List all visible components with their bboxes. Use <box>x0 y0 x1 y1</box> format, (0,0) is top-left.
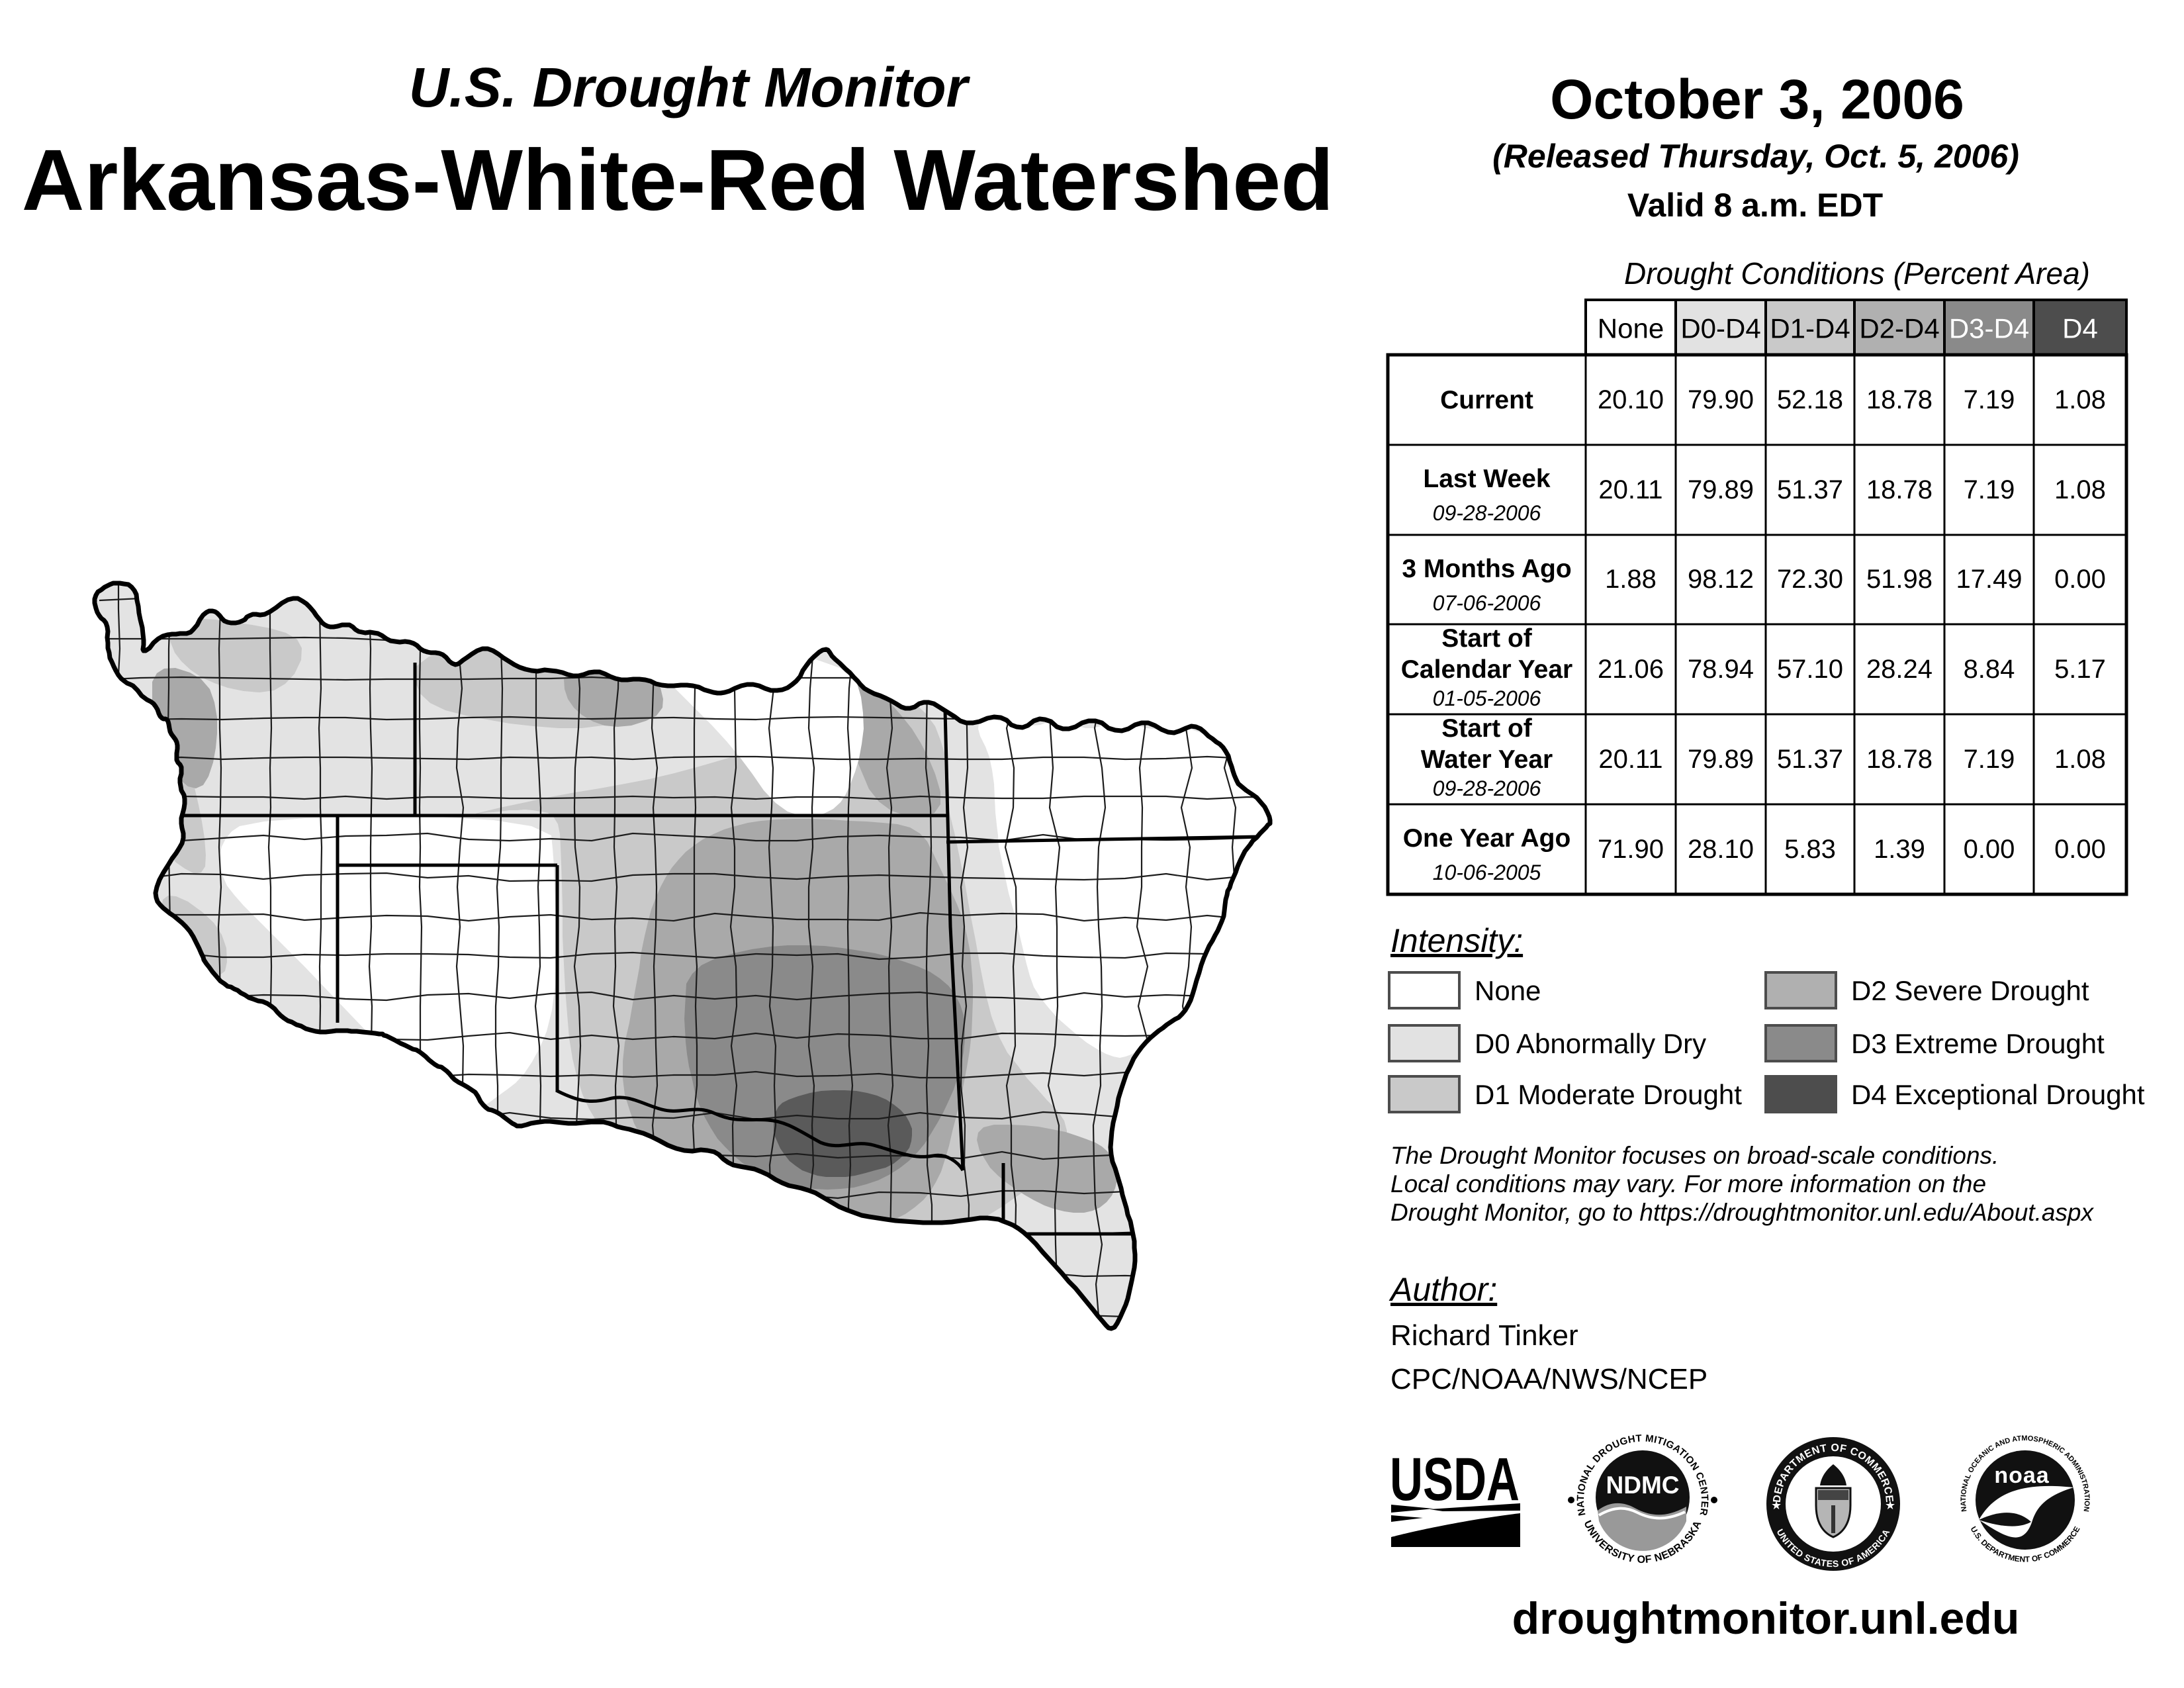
svg-text:Drought Conditions (Percent Ar: Drought Conditions (Percent Area) <box>1624 256 2090 291</box>
svg-text:Start of: Start of <box>1441 624 1533 653</box>
svg-text:October 3, 2006: October 3, 2006 <box>1550 68 1964 130</box>
svg-text:Local conditions may vary. For: Local conditions may vary. For more info… <box>1390 1170 1986 1197</box>
svg-text:Last Week: Last Week <box>1423 465 1551 493</box>
svg-text:7.19: 7.19 <box>1964 475 2015 504</box>
svg-text:3 Months Ago: 3 Months Ago <box>1402 555 1571 583</box>
svg-text:1.88: 1.88 <box>1605 565 1657 594</box>
svg-text:51.98: 51.98 <box>1866 565 1933 594</box>
svg-text:5.83: 5.83 <box>1784 835 1836 864</box>
svg-text:09-28-2006: 09-28-2006 <box>1433 776 1541 800</box>
svg-text:U.S. Drought Monitor: U.S. Drought Monitor <box>409 56 971 118</box>
svg-text:28.24: 28.24 <box>1866 655 1933 684</box>
svg-text:79.89: 79.89 <box>1688 745 1754 774</box>
svg-text:07-06-2006: 07-06-2006 <box>1433 591 1541 615</box>
svg-text:1.08: 1.08 <box>2054 475 2106 504</box>
svg-text:7.19: 7.19 <box>1964 745 2015 774</box>
svg-text:D1 Moderate Drought: D1 Moderate Drought <box>1475 1079 1742 1110</box>
svg-text:20.11: 20.11 <box>1598 475 1662 504</box>
svg-text:98.12: 98.12 <box>1688 565 1754 594</box>
svg-text:D1-D4: D1-D4 <box>1770 313 1850 344</box>
svg-text:D4 Exceptional Drought: D4 Exceptional Drought <box>1851 1079 2145 1110</box>
svg-text:D0-D4: D0-D4 <box>1680 313 1760 344</box>
svg-text:8.84: 8.84 <box>1964 655 2015 684</box>
svg-text:USDA: USDA <box>1390 1446 1520 1513</box>
svg-text:noaa: noaa <box>1994 1463 2049 1488</box>
svg-text:D2 Severe Drought: D2 Severe Drought <box>1851 975 2089 1006</box>
svg-text:Valid 8 a.m. EDT: Valid 8 a.m. EDT <box>1627 187 1883 224</box>
svg-text:★: ★ <box>1885 1499 1895 1512</box>
svg-text:0.00: 0.00 <box>1964 835 2015 864</box>
svg-text:The Drought Monitor focuses on: The Drought Monitor focuses on broad-sca… <box>1390 1142 1999 1169</box>
svg-text:D3 Extreme Drought: D3 Extreme Drought <box>1851 1028 2105 1059</box>
svg-text:Arkansas-White-Red Watershed: Arkansas-White-Red Watershed <box>22 131 1334 228</box>
svg-text:78.94: 78.94 <box>1688 655 1754 684</box>
svg-text:18.78: 18.78 <box>1866 475 1933 504</box>
svg-text:Drought Monitor, go to https:/: Drought Monitor, go to https://droughtmo… <box>1390 1199 2094 1226</box>
svg-text:21.06: 21.06 <box>1598 655 1664 684</box>
svg-text:None: None <box>1475 975 1541 1006</box>
svg-text:1.08: 1.08 <box>2054 385 2106 414</box>
svg-text:0.00: 0.00 <box>2054 835 2106 864</box>
svg-text:51.37: 51.37 <box>1777 745 1843 774</box>
svg-text:Start of: Start of <box>1441 714 1533 743</box>
svg-text:01-05-2006: 01-05-2006 <box>1433 686 1541 710</box>
svg-text:Intensity:: Intensity: <box>1390 922 1523 959</box>
svg-text:71.90: 71.90 <box>1598 835 1664 864</box>
svg-text:One Year Ago: One Year Ago <box>1403 824 1571 853</box>
svg-text:52.18: 52.18 <box>1777 385 1843 414</box>
svg-text:Calendar Year: Calendar Year <box>1401 655 1572 684</box>
svg-text:1.39: 1.39 <box>1874 835 1925 864</box>
svg-text:79.89: 79.89 <box>1688 475 1754 504</box>
svg-text:10-06-2005: 10-06-2005 <box>1433 861 1541 884</box>
svg-text:57.10: 57.10 <box>1777 655 1843 684</box>
svg-text:Water Year: Water Year <box>1421 745 1553 774</box>
svg-text:D3-D4: D3-D4 <box>1949 313 2029 344</box>
svg-text:(Released Thursday, Oct. 5, 20: (Released Thursday, Oct. 5, 2006) <box>1492 138 2019 175</box>
svg-text:Current: Current <box>1440 386 1533 414</box>
svg-text:5.17: 5.17 <box>2054 655 2106 684</box>
svg-text:Richard Tinker: Richard Tinker <box>1390 1319 1578 1352</box>
svg-text:7.19: 7.19 <box>1964 385 2015 414</box>
svg-text:28.10: 28.10 <box>1688 835 1754 864</box>
svg-text:D2-D4: D2-D4 <box>1859 313 1939 344</box>
svg-text:D0 Abnormally Dry: D0 Abnormally Dry <box>1475 1028 1706 1059</box>
svg-text:72.30: 72.30 <box>1777 565 1843 594</box>
svg-text:51.37: 51.37 <box>1777 475 1843 504</box>
svg-text:★: ★ <box>1771 1499 1782 1512</box>
svg-text:17.49: 17.49 <box>1956 565 2022 594</box>
svg-text:NDMC: NDMC <box>1606 1472 1680 1499</box>
svg-text:D4: D4 <box>2062 313 2098 344</box>
svg-text:20.11: 20.11 <box>1598 745 1662 774</box>
svg-text:droughtmonitor.unl.edu: droughtmonitor.unl.edu <box>1512 1593 2020 1644</box>
svg-text:18.78: 18.78 <box>1866 745 1933 774</box>
svg-text:1.08: 1.08 <box>2054 745 2106 774</box>
svg-text:0.00: 0.00 <box>2054 565 2106 594</box>
svg-text:CPC/NOAA/NWS/NCEP: CPC/NOAA/NWS/NCEP <box>1390 1363 1707 1395</box>
svg-text:79.90: 79.90 <box>1688 385 1754 414</box>
svg-text:Author:: Author: <box>1388 1271 1497 1308</box>
svg-text:None: None <box>1598 313 1664 344</box>
svg-text:18.78: 18.78 <box>1866 385 1933 414</box>
svg-text:20.10: 20.10 <box>1598 385 1664 414</box>
svg-text:09-28-2006: 09-28-2006 <box>1433 501 1541 525</box>
